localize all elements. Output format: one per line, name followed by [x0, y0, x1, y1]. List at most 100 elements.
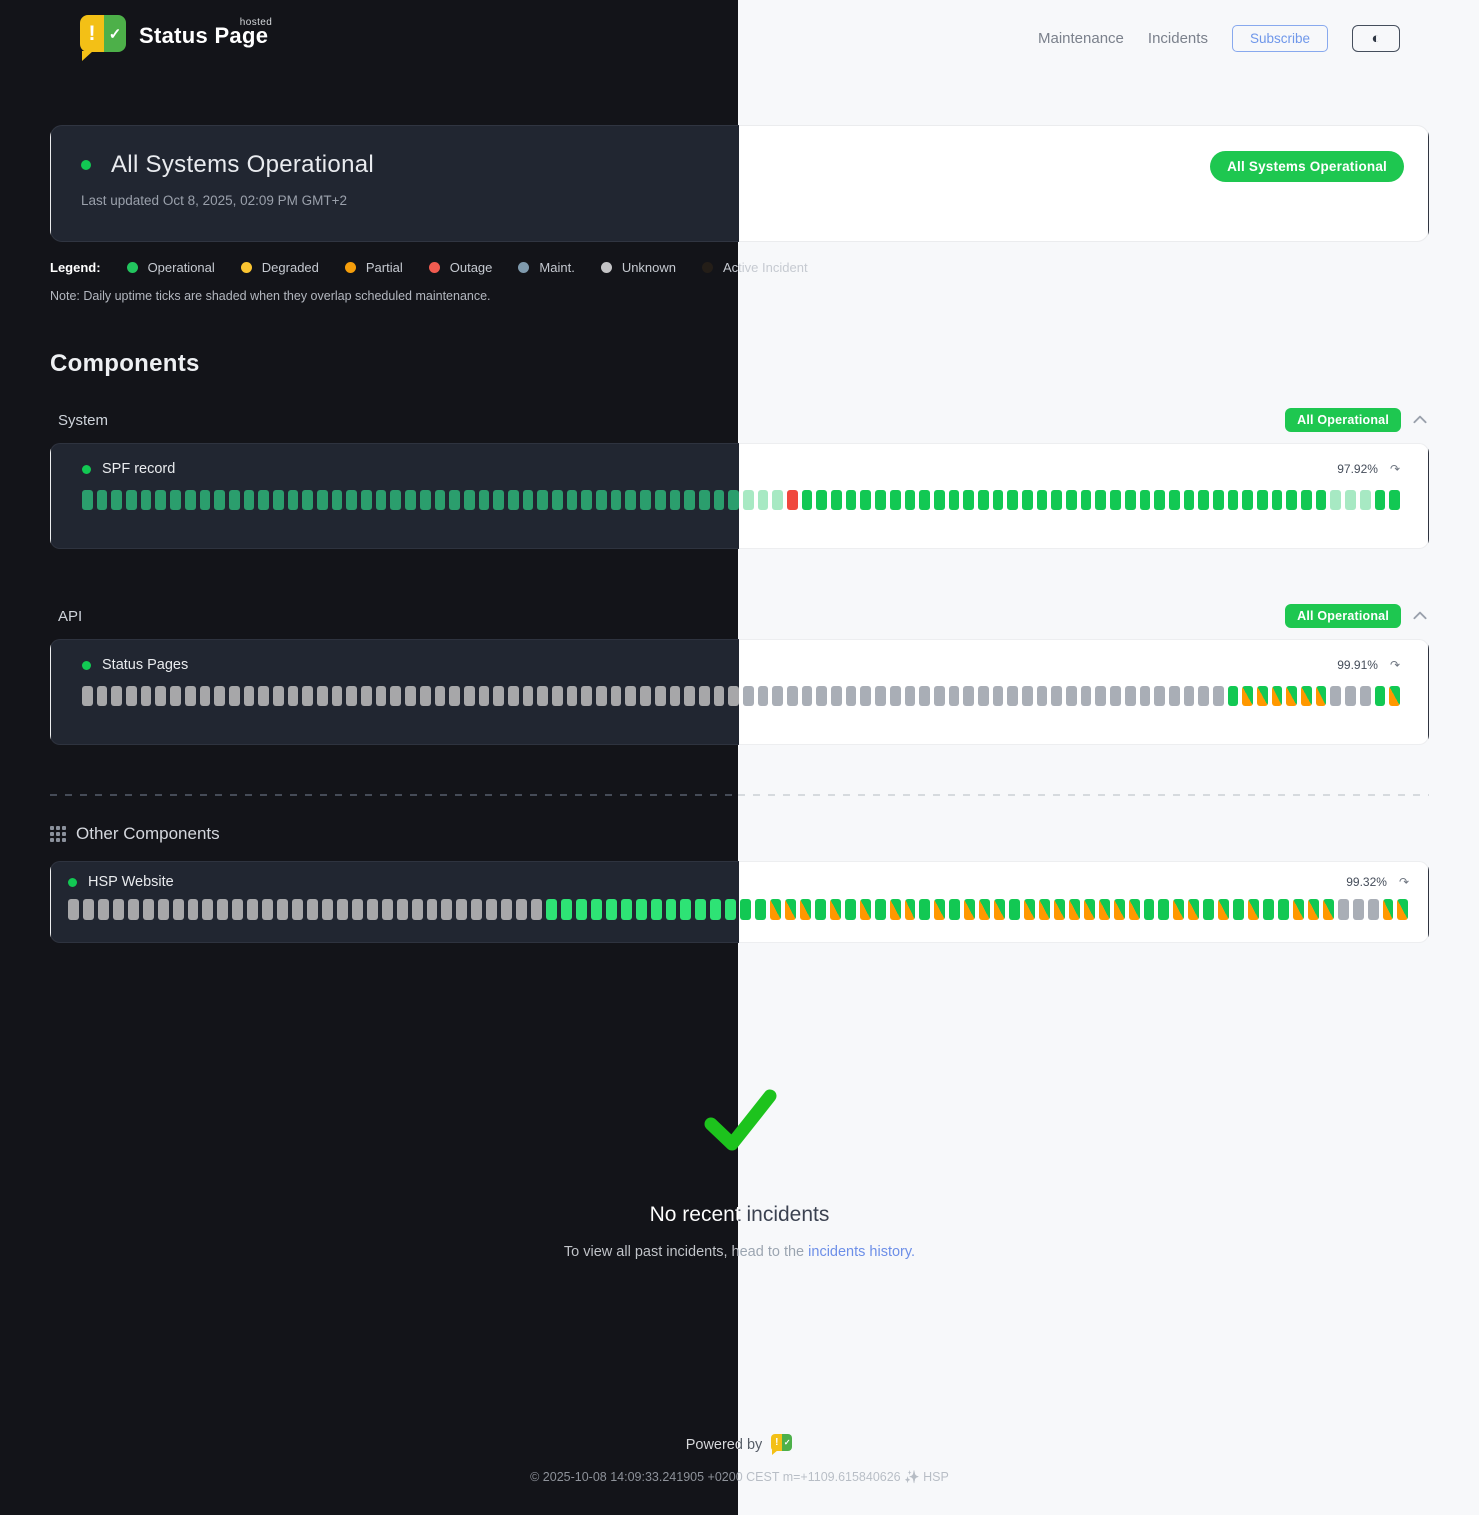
uptime-tick-op[interactable]	[581, 490, 593, 510]
uptime-tick-op[interactable]	[625, 490, 637, 510]
uptime-tick-op[interactable]	[1257, 490, 1268, 510]
uptime-tick-unknown[interactable]	[172, 899, 184, 920]
uptime-tick-unknown[interactable]	[875, 686, 886, 706]
uptime-tick-unknown[interactable]	[277, 899, 289, 920]
uptime-tick-mixed[interactable]	[964, 899, 976, 920]
uptime-tick-unknown[interactable]	[698, 686, 710, 706]
uptime-tick-unknown[interactable]	[684, 686, 695, 706]
uptime-tick-op[interactable]	[317, 490, 328, 510]
uptime-tick-op[interactable]	[680, 899, 692, 920]
uptime-tick-mixed[interactable]	[1173, 899, 1185, 920]
uptime-tick-op[interactable]	[845, 490, 857, 510]
uptime-tick-op[interactable]	[243, 490, 255, 510]
uptime-tick-unknown[interactable]	[1330, 686, 1342, 706]
uptime-tick-unknown[interactable]	[801, 686, 813, 706]
uptime-tick-op[interactable]	[1143, 899, 1155, 920]
subscribe-button[interactable]: Subscribe	[1231, 25, 1328, 52]
uptime-tick-op[interactable]	[904, 490, 916, 510]
uptime-tick-unknown[interactable]	[516, 899, 528, 920]
uptime-tick-unknown[interactable]	[361, 686, 372, 706]
uptime-tick-op[interactable]	[228, 490, 240, 510]
uptime-tick-op[interactable]	[375, 490, 387, 510]
uptime-tick-op[interactable]	[1374, 490, 1386, 510]
chevron-up-icon[interactable]	[1411, 411, 1429, 429]
uptime-tick-op[interactable]	[620, 899, 632, 920]
uptime-tick-unknown[interactable]	[68, 899, 79, 920]
uptime-tick-op[interactable]	[126, 490, 137, 510]
uptime-tick-op[interactable]	[1203, 899, 1215, 920]
uptime-tick-unknown[interactable]	[1007, 686, 1018, 706]
uptime-tick-unknown[interactable]	[434, 686, 446, 706]
uptime-tick-op[interactable]	[1066, 490, 1077, 510]
uptime-tick-op[interactable]	[1198, 490, 1209, 510]
uptime-tick-op[interactable]	[507, 490, 519, 510]
incidents-history-link[interactable]: incidents history.	[808, 1244, 916, 1260]
uptime-tick-op[interactable]	[919, 899, 931, 920]
uptime-tick-op[interactable]	[449, 490, 460, 510]
uptime-tick-maint[interactable]	[757, 490, 769, 510]
uptime-tick-op[interactable]	[1227, 686, 1239, 706]
uptime-tick-op[interactable]	[801, 490, 813, 510]
status-page-logo-icon-small[interactable]: ! ✓	[771, 1434, 793, 1456]
uptime-tick-op[interactable]	[590, 899, 602, 920]
uptime-tick-unknown[interactable]	[742, 686, 754, 706]
uptime-tick-op[interactable]	[1183, 490, 1195, 510]
uptime-tick-unknown[interactable]	[82, 686, 93, 706]
uptime-tick-op[interactable]	[546, 899, 557, 920]
uptime-tick-mixed[interactable]	[799, 899, 811, 920]
uptime-tick-unknown[interactable]	[1154, 686, 1165, 706]
uptime-tick-op[interactable]	[493, 490, 504, 510]
uptime-tick-mixed[interactable]	[1271, 686, 1283, 706]
uptime-tick-op[interactable]	[728, 490, 739, 510]
uptime-tick-op[interactable]	[575, 899, 587, 920]
chevron-up-icon[interactable]	[1411, 607, 1429, 625]
uptime-tick-op[interactable]	[665, 899, 677, 920]
uptime-tick-unknown[interactable]	[217, 899, 229, 920]
uptime-tick-op[interactable]	[1212, 490, 1224, 510]
uptime-tick-mixed[interactable]	[1257, 686, 1268, 706]
uptime-tick-op[interactable]	[199, 490, 211, 510]
uptime-tick-op[interactable]	[390, 490, 402, 510]
uptime-tick-op[interactable]	[184, 490, 196, 510]
uptime-tick-op[interactable]	[1389, 490, 1400, 510]
uptime-tick-op[interactable]	[949, 899, 961, 920]
uptime-tick-mixed[interactable]	[1128, 899, 1140, 920]
uptime-tick-op[interactable]	[654, 490, 666, 510]
uptime-tick-unknown[interactable]	[449, 686, 460, 706]
uptime-tick-unknown[interactable]	[287, 686, 299, 706]
uptime-tick-unknown[interactable]	[501, 899, 513, 920]
uptime-tick-unknown[interactable]	[375, 686, 387, 706]
uptime-tick-unknown[interactable]	[82, 899, 94, 920]
uptime-tick-mixed[interactable]	[1315, 686, 1327, 706]
uptime-tick-unknown[interactable]	[787, 686, 798, 706]
uptime-tick-mixed[interactable]	[859, 899, 871, 920]
uptime-tick-unknown[interactable]	[1212, 686, 1224, 706]
uptime-tick-op[interactable]	[650, 899, 662, 920]
uptime-tick-unknown[interactable]	[596, 686, 607, 706]
uptime-tick-mixed[interactable]	[829, 899, 841, 920]
uptime-tick-op[interactable]	[1036, 490, 1048, 510]
uptime-tick-mixed[interactable]	[1083, 899, 1095, 920]
uptime-tick-mixed[interactable]	[1301, 686, 1312, 706]
uptime-tick-op[interactable]	[331, 490, 343, 510]
uptime-tick-unknown[interactable]	[728, 686, 739, 706]
uptime-tick-outage[interactable]	[787, 490, 798, 510]
uptime-tick-op[interactable]	[740, 899, 752, 920]
uptime-tick-unknown[interactable]	[331, 686, 343, 706]
uptime-tick-mixed[interactable]	[1068, 899, 1080, 920]
uptime-tick-mixed[interactable]	[1038, 899, 1050, 920]
uptime-tick-op[interactable]	[1227, 490, 1239, 510]
uptime-tick-unknown[interactable]	[112, 899, 124, 920]
uptime-tick-op[interactable]	[875, 490, 886, 510]
uptime-tick-unknown[interactable]	[948, 686, 960, 706]
uptime-tick-unknown[interactable]	[610, 686, 622, 706]
uptime-tick-mixed[interactable]	[1242, 686, 1253, 706]
uptime-tick-maint[interactable]	[742, 490, 754, 510]
uptime-tick-unknown[interactable]	[977, 686, 989, 706]
nav-incidents[interactable]: Incidents	[1147, 30, 1208, 47]
uptime-tick-unknown[interactable]	[419, 686, 431, 706]
uptime-tick-op[interactable]	[1007, 490, 1018, 510]
uptime-tick-unknown[interactable]	[307, 899, 318, 920]
uptime-tick-op[interactable]	[522, 490, 534, 510]
uptime-tick-mixed[interactable]	[1307, 899, 1319, 920]
